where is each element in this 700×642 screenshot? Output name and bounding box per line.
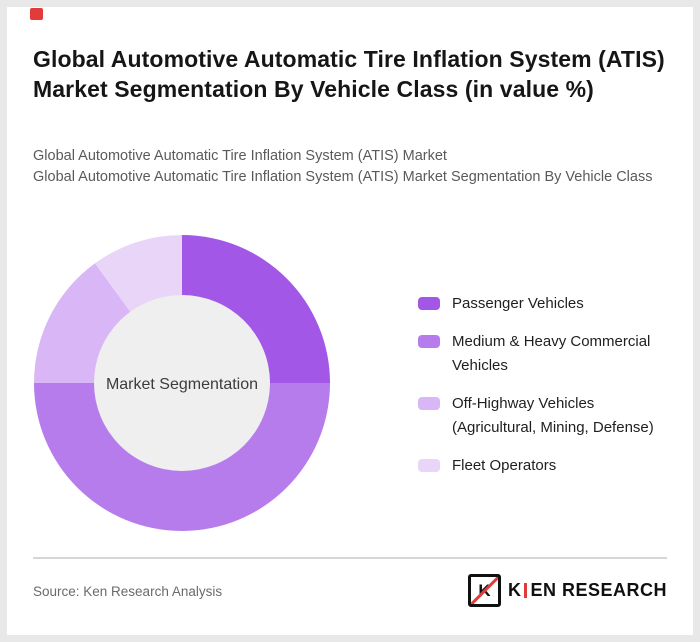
legend-label: Medium & Heavy Commercial Vehicles xyxy=(452,333,651,374)
ken-research-logo: K K EN RESEARCH xyxy=(467,574,667,607)
chart-legend: Passenger Vehicles Medium & Heavy Commer… xyxy=(418,292,668,478)
donut-center-circle xyxy=(94,295,270,471)
donut-svg: Market Segmentation xyxy=(34,235,330,531)
legend-item: Fleet Operators xyxy=(418,454,668,478)
donut-center-label: Market Segmentation xyxy=(106,376,258,393)
wordmark-first-letter: K xyxy=(507,580,522,600)
legend-label: Passenger Vehicles xyxy=(452,295,584,312)
ken-research-logo-icon: K xyxy=(467,574,501,607)
legend-swatch xyxy=(418,397,440,410)
source-note: Source: Ken Research Analysis xyxy=(33,584,223,599)
ken-research-wordmark: K EN RESEARCH xyxy=(508,580,667,601)
wordmark-red-bar-icon xyxy=(524,583,528,598)
legend-swatch xyxy=(418,459,440,472)
legend-item: Off-Highway Vehicles (Agricultural, Mini… xyxy=(418,392,668,440)
legend-swatch xyxy=(418,335,440,348)
legend-swatch xyxy=(418,297,440,310)
legend-item: Passenger Vehicles xyxy=(418,292,668,316)
subtitle-block: Global Automotive Automatic Tire Inflati… xyxy=(33,146,675,189)
wordmark-rest: EN RESEARCH xyxy=(530,580,667,600)
subtitle-line-2: Global Automotive Automatic Tire Inflati… xyxy=(33,169,653,186)
legend-label: Off-Highway Vehicles (Agricultural, Mini… xyxy=(452,395,654,436)
legend-item: Medium & Heavy Commercial Vehicles xyxy=(418,330,668,378)
subtitle-line-1: Global Automotive Automatic Tire Inflati… xyxy=(33,148,447,164)
donut-chart: Market Segmentation xyxy=(34,235,330,531)
legend-label: Fleet Operators xyxy=(452,457,557,474)
footer-divider xyxy=(33,557,667,559)
page-title: Global Automotive Automatic Tire Inflati… xyxy=(33,46,665,102)
brand-mark-icon xyxy=(30,8,43,20)
